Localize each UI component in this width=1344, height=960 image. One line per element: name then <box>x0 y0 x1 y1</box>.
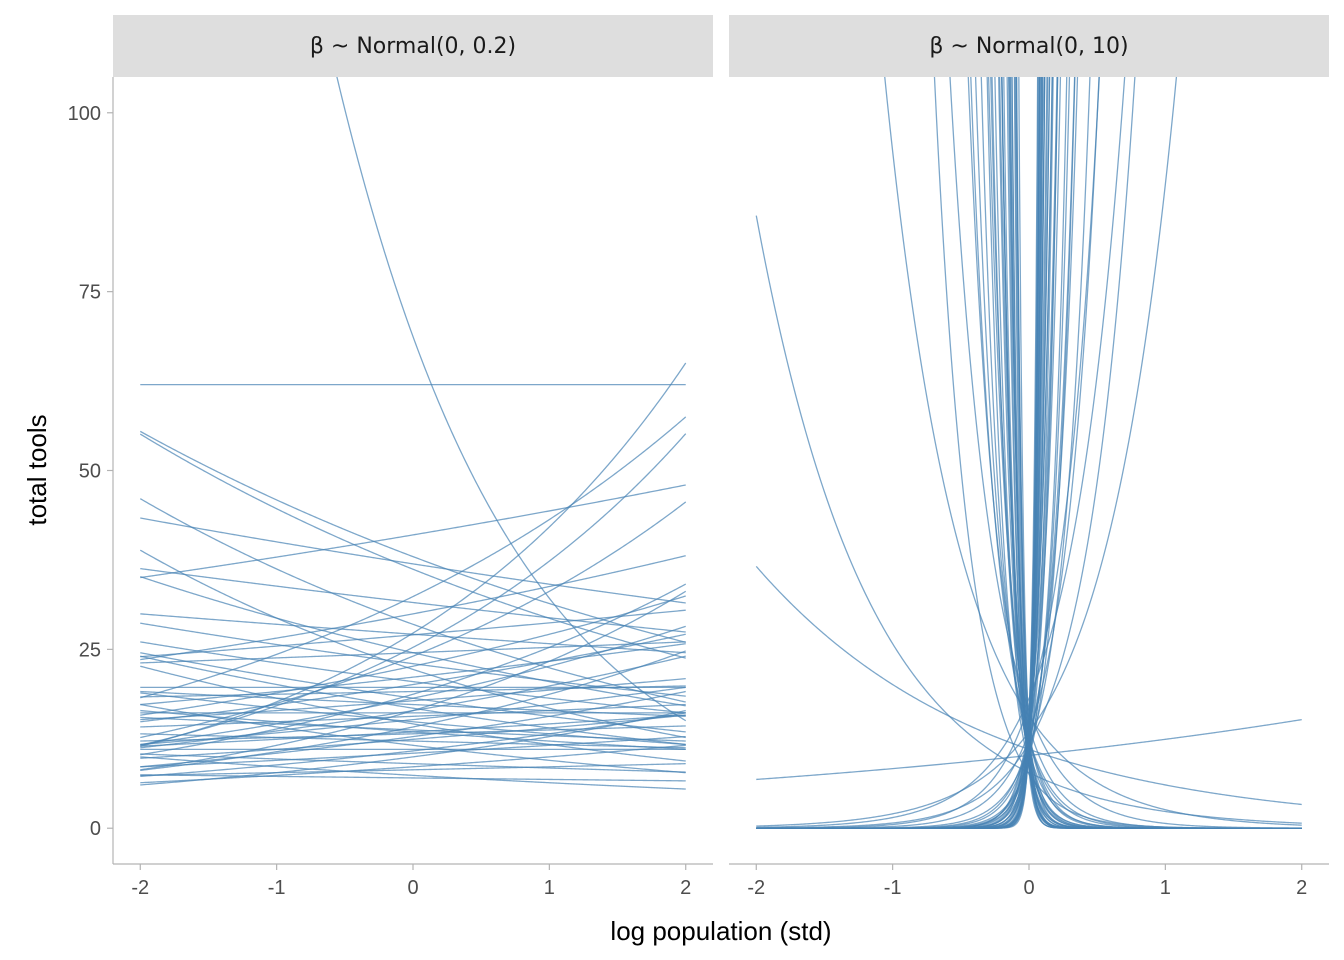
y-tick-label: 0 <box>90 818 101 840</box>
prior-curve-left-7 <box>140 517 686 604</box>
prior-curve-left-2 <box>140 362 687 747</box>
prior-curve-left-51 <box>140 665 686 762</box>
prior-curve-left-31 <box>140 753 686 773</box>
prior-curve-left-39 <box>140 625 686 746</box>
x-tick-label: 0 <box>1023 877 1034 899</box>
curves-right <box>755 77 1302 829</box>
x-ticks-right: -2 -1 0 1 2 <box>747 864 1307 899</box>
y-tick-label: 75 <box>79 282 101 304</box>
y-ticks-left: 0 25 50 75 100 <box>68 103 113 840</box>
prior-curve-left-33 <box>140 744 686 784</box>
prior-curve-left-9 <box>140 433 687 746</box>
y-tick-label: 50 <box>79 461 101 483</box>
prior-curve-left-40 <box>140 613 686 654</box>
prior-curve-left-12 <box>139 498 686 703</box>
x-tick-label: -2 <box>131 877 149 899</box>
prior-curve-left-5 <box>140 416 687 699</box>
x-tick-label: -2 <box>747 877 765 899</box>
prior-curve-left-38 <box>139 549 686 739</box>
prior-curve-left-46 <box>140 714 686 759</box>
prior-curve-left-30 <box>140 735 686 768</box>
prior-curve-left-27 <box>140 690 686 768</box>
x-tick-label: 1 <box>1160 877 1171 899</box>
prior-curve-left-1 <box>336 77 687 722</box>
prior-curve-left-28 <box>140 703 686 774</box>
strip-title-left: β ~ Normal(0, 0.2) <box>310 34 516 59</box>
x-tick-label: -1 <box>268 877 286 899</box>
x-ticks-left: -2 -1 0 1 2 <box>131 864 691 899</box>
prior-curve-left-43 <box>140 655 686 746</box>
prior-curve-left-35 <box>140 763 686 777</box>
prior-curve-left-47 <box>140 716 686 742</box>
prior-curve-left-41 <box>140 709 686 751</box>
x-tick-label: 2 <box>680 877 691 899</box>
curves-left <box>139 77 687 790</box>
prior-curve-right-69 <box>756 77 1039 829</box>
prior-curve-left-6 <box>140 484 686 579</box>
strip-background-right <box>729 15 1329 77</box>
prior-curve-left-54 <box>140 576 686 707</box>
strip-title-right: β ~ Normal(0, 10) <box>929 34 1128 59</box>
x-tick-label: 2 <box>1296 877 1307 899</box>
prior-curve-left-8 <box>140 567 686 633</box>
prior-curve-left-49 <box>140 712 686 778</box>
y-tick-label: 25 <box>79 639 101 661</box>
prior-curve-left-53 <box>140 595 686 716</box>
y-axis-title: total tools <box>22 414 52 525</box>
prior-curve-left-48 <box>140 641 686 714</box>
prior-curve-left-42 <box>140 686 686 746</box>
prior-curve-right-68 <box>1001 77 1302 829</box>
prior-curve-left-3 <box>139 430 686 643</box>
strip-background-left <box>113 15 713 77</box>
prior-curve-left-36 <box>140 774 686 782</box>
prior-curve-left-10 <box>140 501 687 739</box>
prior-curve-left-52 <box>140 725 686 742</box>
x-tick-label: -1 <box>884 877 902 899</box>
prior-curve-left-15 <box>140 555 686 661</box>
panel-right: β ~ Normal(0, 10) -2 -1 0 1 2 <box>729 15 1329 899</box>
panel-left: β ~ Normal(0, 0.2) -2 -1 0 1 2 0 25 50 75 100 <box>68 15 713 899</box>
prior-curve-left-37 <box>140 590 687 771</box>
x-tick-label: 0 <box>407 877 418 899</box>
prior-curve-left-50 <box>140 678 686 721</box>
prior-curve-left-4 <box>139 433 686 659</box>
x-axis-title: log population (std) <box>610 916 831 946</box>
y-tick-label: 100 <box>68 103 101 125</box>
x-tick-label: 1 <box>544 877 555 899</box>
prior-curve-right-45 <box>756 77 1039 829</box>
prior-curve-left-21 <box>140 633 686 723</box>
prior-curve-left-34 <box>140 756 686 790</box>
